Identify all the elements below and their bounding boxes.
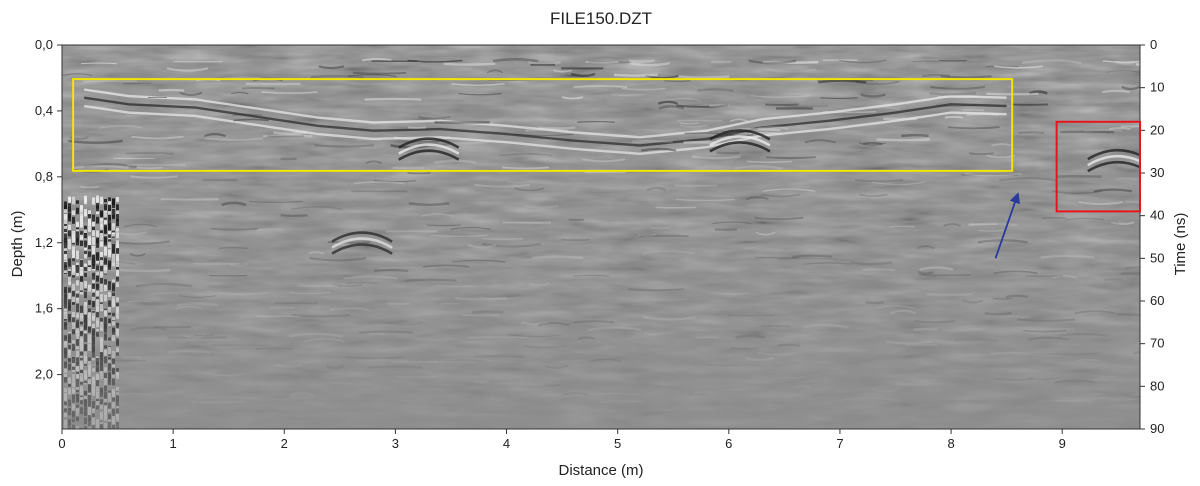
x-tick-label: 7 — [836, 436, 843, 451]
time-tick-label: 80 — [1150, 378, 1164, 393]
time-tick-label: 50 — [1150, 250, 1164, 265]
depth-tick-label: 2,0 — [35, 367, 53, 382]
noise-pixel — [76, 429, 79, 435]
time-tick-label: 60 — [1150, 293, 1164, 308]
time-tick-label: 0 — [1150, 37, 1157, 52]
x-tick-label: 9 — [1059, 436, 1066, 451]
depth-axis: 0,0 0,4 0,8 1,2 1,6 2,0 — [35, 37, 62, 382]
depth-attenuation — [62, 45, 1140, 429]
x-axis: 0 1 2 3 4 5 6 7 8 9 — [58, 429, 1066, 451]
time-tick-label: 90 — [1150, 421, 1164, 436]
x-tick-label: 3 — [392, 436, 399, 451]
depth-tick-label: 1,6 — [35, 301, 53, 316]
x-tick-label: 0 — [58, 436, 65, 451]
time-tick-label: 30 — [1150, 165, 1164, 180]
x-tick-label: 1 — [170, 436, 177, 451]
plot-frame — [61, 44, 1141, 430]
depth-axis-title: Depth (m) — [9, 211, 26, 278]
x-axis-title: Distance (m) — [558, 462, 643, 479]
chart-title: FILE150.DZT — [550, 9, 652, 28]
time-axis-title: Time (ns) — [1172, 213, 1189, 276]
x-tick-label: 4 — [503, 436, 510, 451]
yellow-highlight-box — [72, 78, 1014, 172]
x-tick-label: 6 — [725, 436, 732, 451]
x-tick-label: 2 — [281, 436, 288, 451]
reflection-stroke — [1138, 350, 1140, 352]
depth-tick-label: 0,0 — [35, 37, 53, 52]
depth-tick-label: 0,8 — [35, 169, 53, 184]
depth-tick-label: 1,2 — [35, 235, 53, 250]
time-tick-label: 40 — [1150, 208, 1164, 223]
time-tick-label: 20 — [1150, 122, 1164, 137]
time-tick-label: 10 — [1150, 80, 1164, 95]
x-tick-label: 5 — [614, 436, 621, 451]
plot-area — [62, 45, 1140, 435]
reflection-stroke — [1135, 62, 1140, 66]
red-highlight-box — [1055, 120, 1142, 213]
annotations — [72, 78, 1142, 259]
pointer-arrow — [994, 192, 1021, 259]
time-tick-label: 70 — [1150, 336, 1164, 351]
depth-tick-label: 0,4 — [35, 103, 53, 118]
time-axis: 0 10 20 30 40 50 60 70 80 90 — [1140, 37, 1164, 436]
x-tick-label: 8 — [947, 436, 954, 451]
